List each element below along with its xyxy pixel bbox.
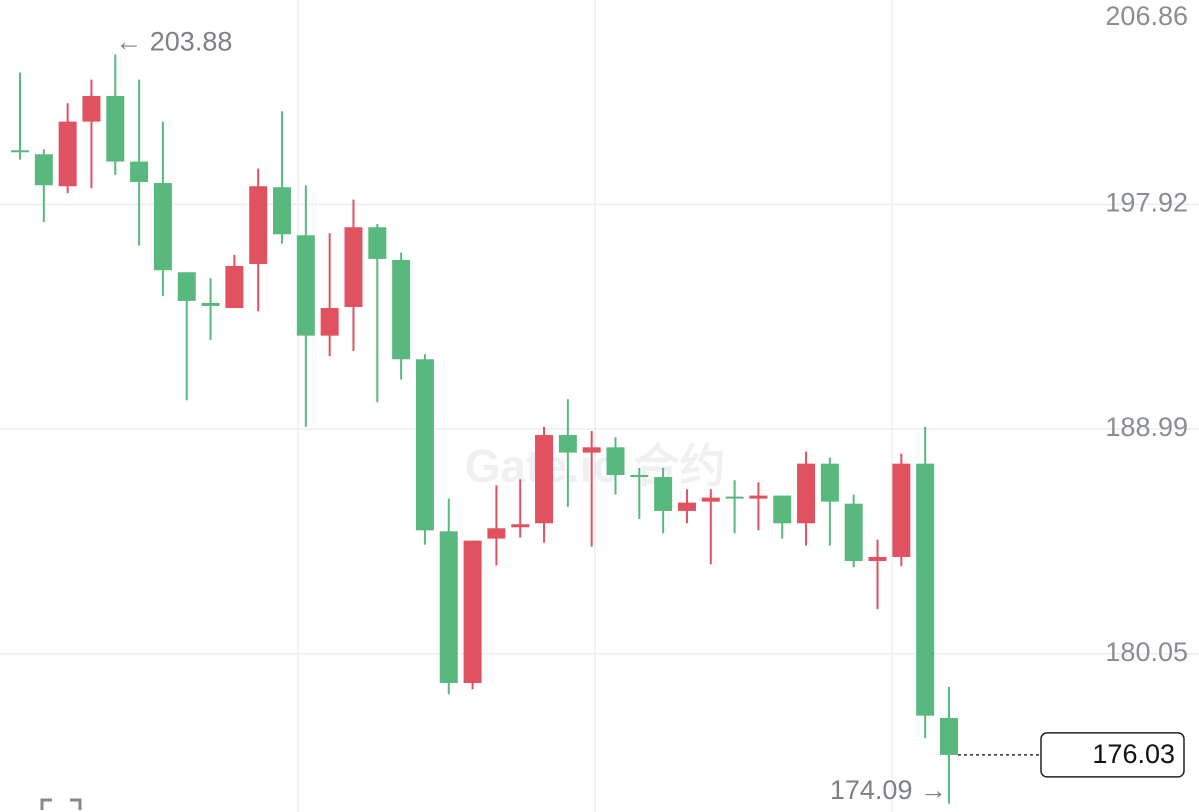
candle-body [225, 265, 244, 308]
candle-body [606, 447, 625, 475]
candle-body [153, 182, 172, 271]
last-price-label: 176.03 [1092, 739, 1175, 769]
candle-body [820, 463, 839, 502]
candle-body [130, 161, 149, 182]
expand-icon[interactable] [40, 798, 82, 810]
candle-body [535, 434, 554, 524]
candle-body [725, 496, 744, 499]
candle-body [939, 717, 958, 755]
y-tick-label: 197.92 [1105, 187, 1188, 217]
candle-body [558, 434, 577, 453]
candle-body [654, 476, 673, 511]
candle-body [249, 186, 268, 264]
candle-body [392, 259, 411, 360]
candle-body [582, 447, 601, 453]
candle-body [273, 187, 292, 235]
y-tick-label: 188.99 [1105, 412, 1188, 442]
candle-body [511, 524, 530, 528]
candle-body [439, 531, 458, 683]
candle-body [58, 121, 77, 187]
candle-body [749, 495, 768, 499]
candle-body [34, 154, 53, 186]
candle-body [773, 495, 792, 524]
candle-body [106, 95, 125, 162]
low-annotation: 174.09 → [830, 775, 947, 805]
candle-body [415, 359, 434, 531]
candle-body [201, 302, 220, 306]
candle-body [82, 95, 101, 122]
high-annotation: ← 203.88 [115, 27, 232, 57]
y-tick-label: 180.05 [1105, 637, 1188, 667]
y-tick-label: 206.86 [1105, 1, 1188, 31]
candle-body [463, 540, 482, 683]
candle-body [320, 307, 339, 336]
candle-body [368, 227, 387, 259]
last-price-box [1040, 732, 1185, 778]
candle-body [630, 474, 649, 477]
candle-body [797, 463, 816, 524]
candle-body [177, 272, 196, 301]
candle-body [892, 463, 911, 557]
candle-body [296, 235, 315, 336]
candle-body [868, 556, 887, 561]
candle-body [487, 528, 506, 539]
candle-body [677, 502, 696, 511]
candle-body [11, 150, 29, 153]
candle-body [344, 227, 363, 307]
candle-body [844, 503, 863, 561]
candle-body [916, 463, 935, 716]
candle-body [701, 497, 720, 502]
